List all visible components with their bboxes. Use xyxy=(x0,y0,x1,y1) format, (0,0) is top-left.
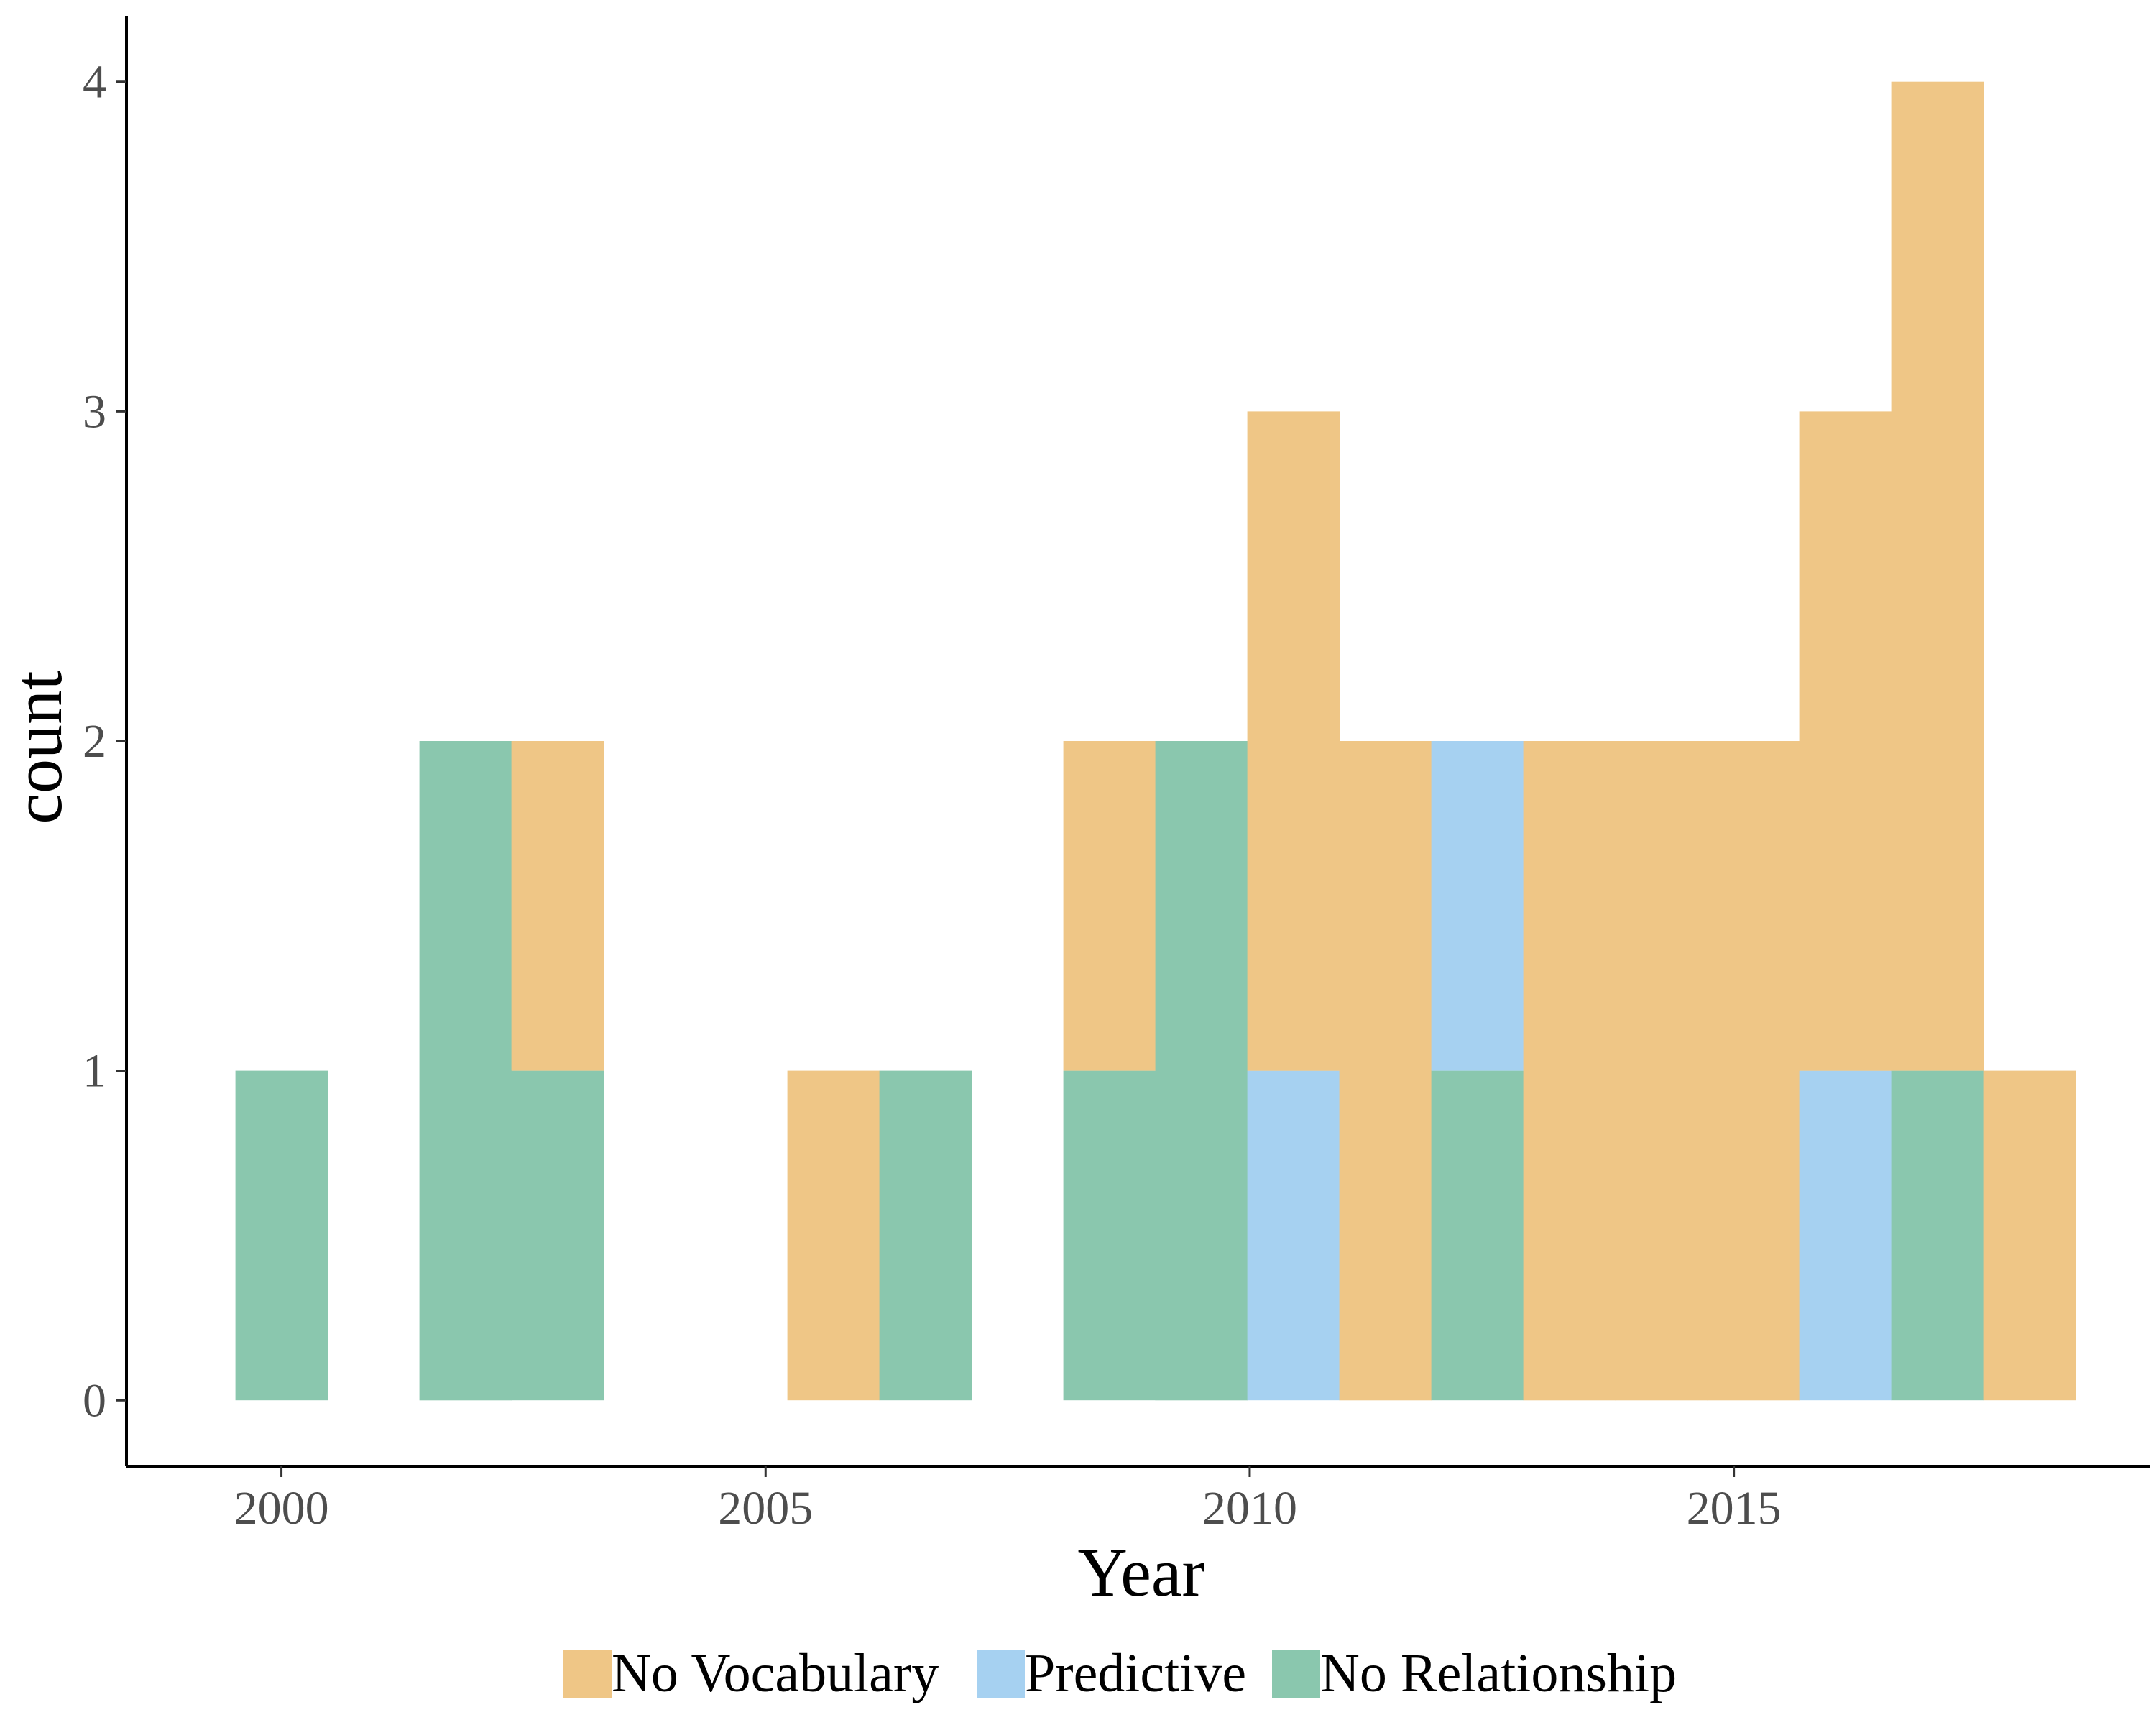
bar-predictive-13 xyxy=(1799,1070,1892,1401)
x-axis-title: Year xyxy=(1078,1534,1205,1611)
legend: No Vocabulary Predictive No Relationship xyxy=(563,1643,1677,1703)
bar-no-relationship-4 xyxy=(879,1070,972,1401)
y-tick-label: 2 xyxy=(83,715,106,768)
bars-layer xyxy=(235,81,2076,1401)
bar-no-vocabulary-12 xyxy=(1707,741,1800,1401)
y-tick-label: 4 xyxy=(83,56,106,109)
y-tick-label: 1 xyxy=(83,1045,106,1098)
bar-no-relationship-0 xyxy=(235,1070,328,1401)
bar-no-vocabulary-8 xyxy=(1339,741,1432,1401)
legend-label-predictive: Predictive xyxy=(1025,1643,1246,1703)
bar-no-vocabulary-3 xyxy=(787,1070,880,1401)
y-tick-label: 3 xyxy=(83,385,106,438)
bar-no-relationship-14 xyxy=(1891,1070,1984,1401)
x-tick-label: 2005 xyxy=(718,1482,813,1535)
bar-no-vocabulary-10 xyxy=(1523,741,1616,1401)
bar-no-relationship-1 xyxy=(419,741,512,1401)
bar-no-relationship-9 xyxy=(1431,1070,1524,1401)
legend-key-no-relationship xyxy=(1272,1650,1320,1698)
legend-label-no-relationship: No Relationship xyxy=(1320,1643,1677,1703)
bar-no-vocabulary-7 xyxy=(1247,411,1340,1071)
bar-no-vocabulary-2 xyxy=(511,741,604,1071)
y-tick-label: 0 xyxy=(83,1374,106,1427)
legend-key-no-vocabulary xyxy=(563,1650,612,1698)
legend-label-no-vocabulary: No Vocabulary xyxy=(612,1643,939,1703)
bar-no-relationship-6 xyxy=(1155,741,1248,1401)
bar-predictive-9 xyxy=(1431,741,1524,1071)
bar-no-relationship-5 xyxy=(1063,1070,1156,1401)
bar-no-vocabulary-14 xyxy=(1891,81,1984,1071)
x-tick-label: 2015 xyxy=(1687,1482,1782,1535)
ticks-layer: 2000 2005 2010 2015 0 1 2 3 4 xyxy=(83,56,1782,1535)
legend-key-predictive xyxy=(977,1650,1025,1698)
x-tick-label: 2000 xyxy=(234,1482,329,1535)
y-axis-title: count xyxy=(0,671,76,824)
bar-no-relationship-2 xyxy=(511,1070,604,1401)
bar-no-vocabulary-11 xyxy=(1615,741,1708,1401)
x-tick-label: 2010 xyxy=(1202,1482,1297,1535)
bar-no-vocabulary-5 xyxy=(1063,741,1156,1071)
bar-predictive-7 xyxy=(1247,1070,1340,1401)
bar-no-vocabulary-15 xyxy=(1983,1070,2076,1401)
bar-no-vocabulary-13 xyxy=(1799,411,1892,1071)
